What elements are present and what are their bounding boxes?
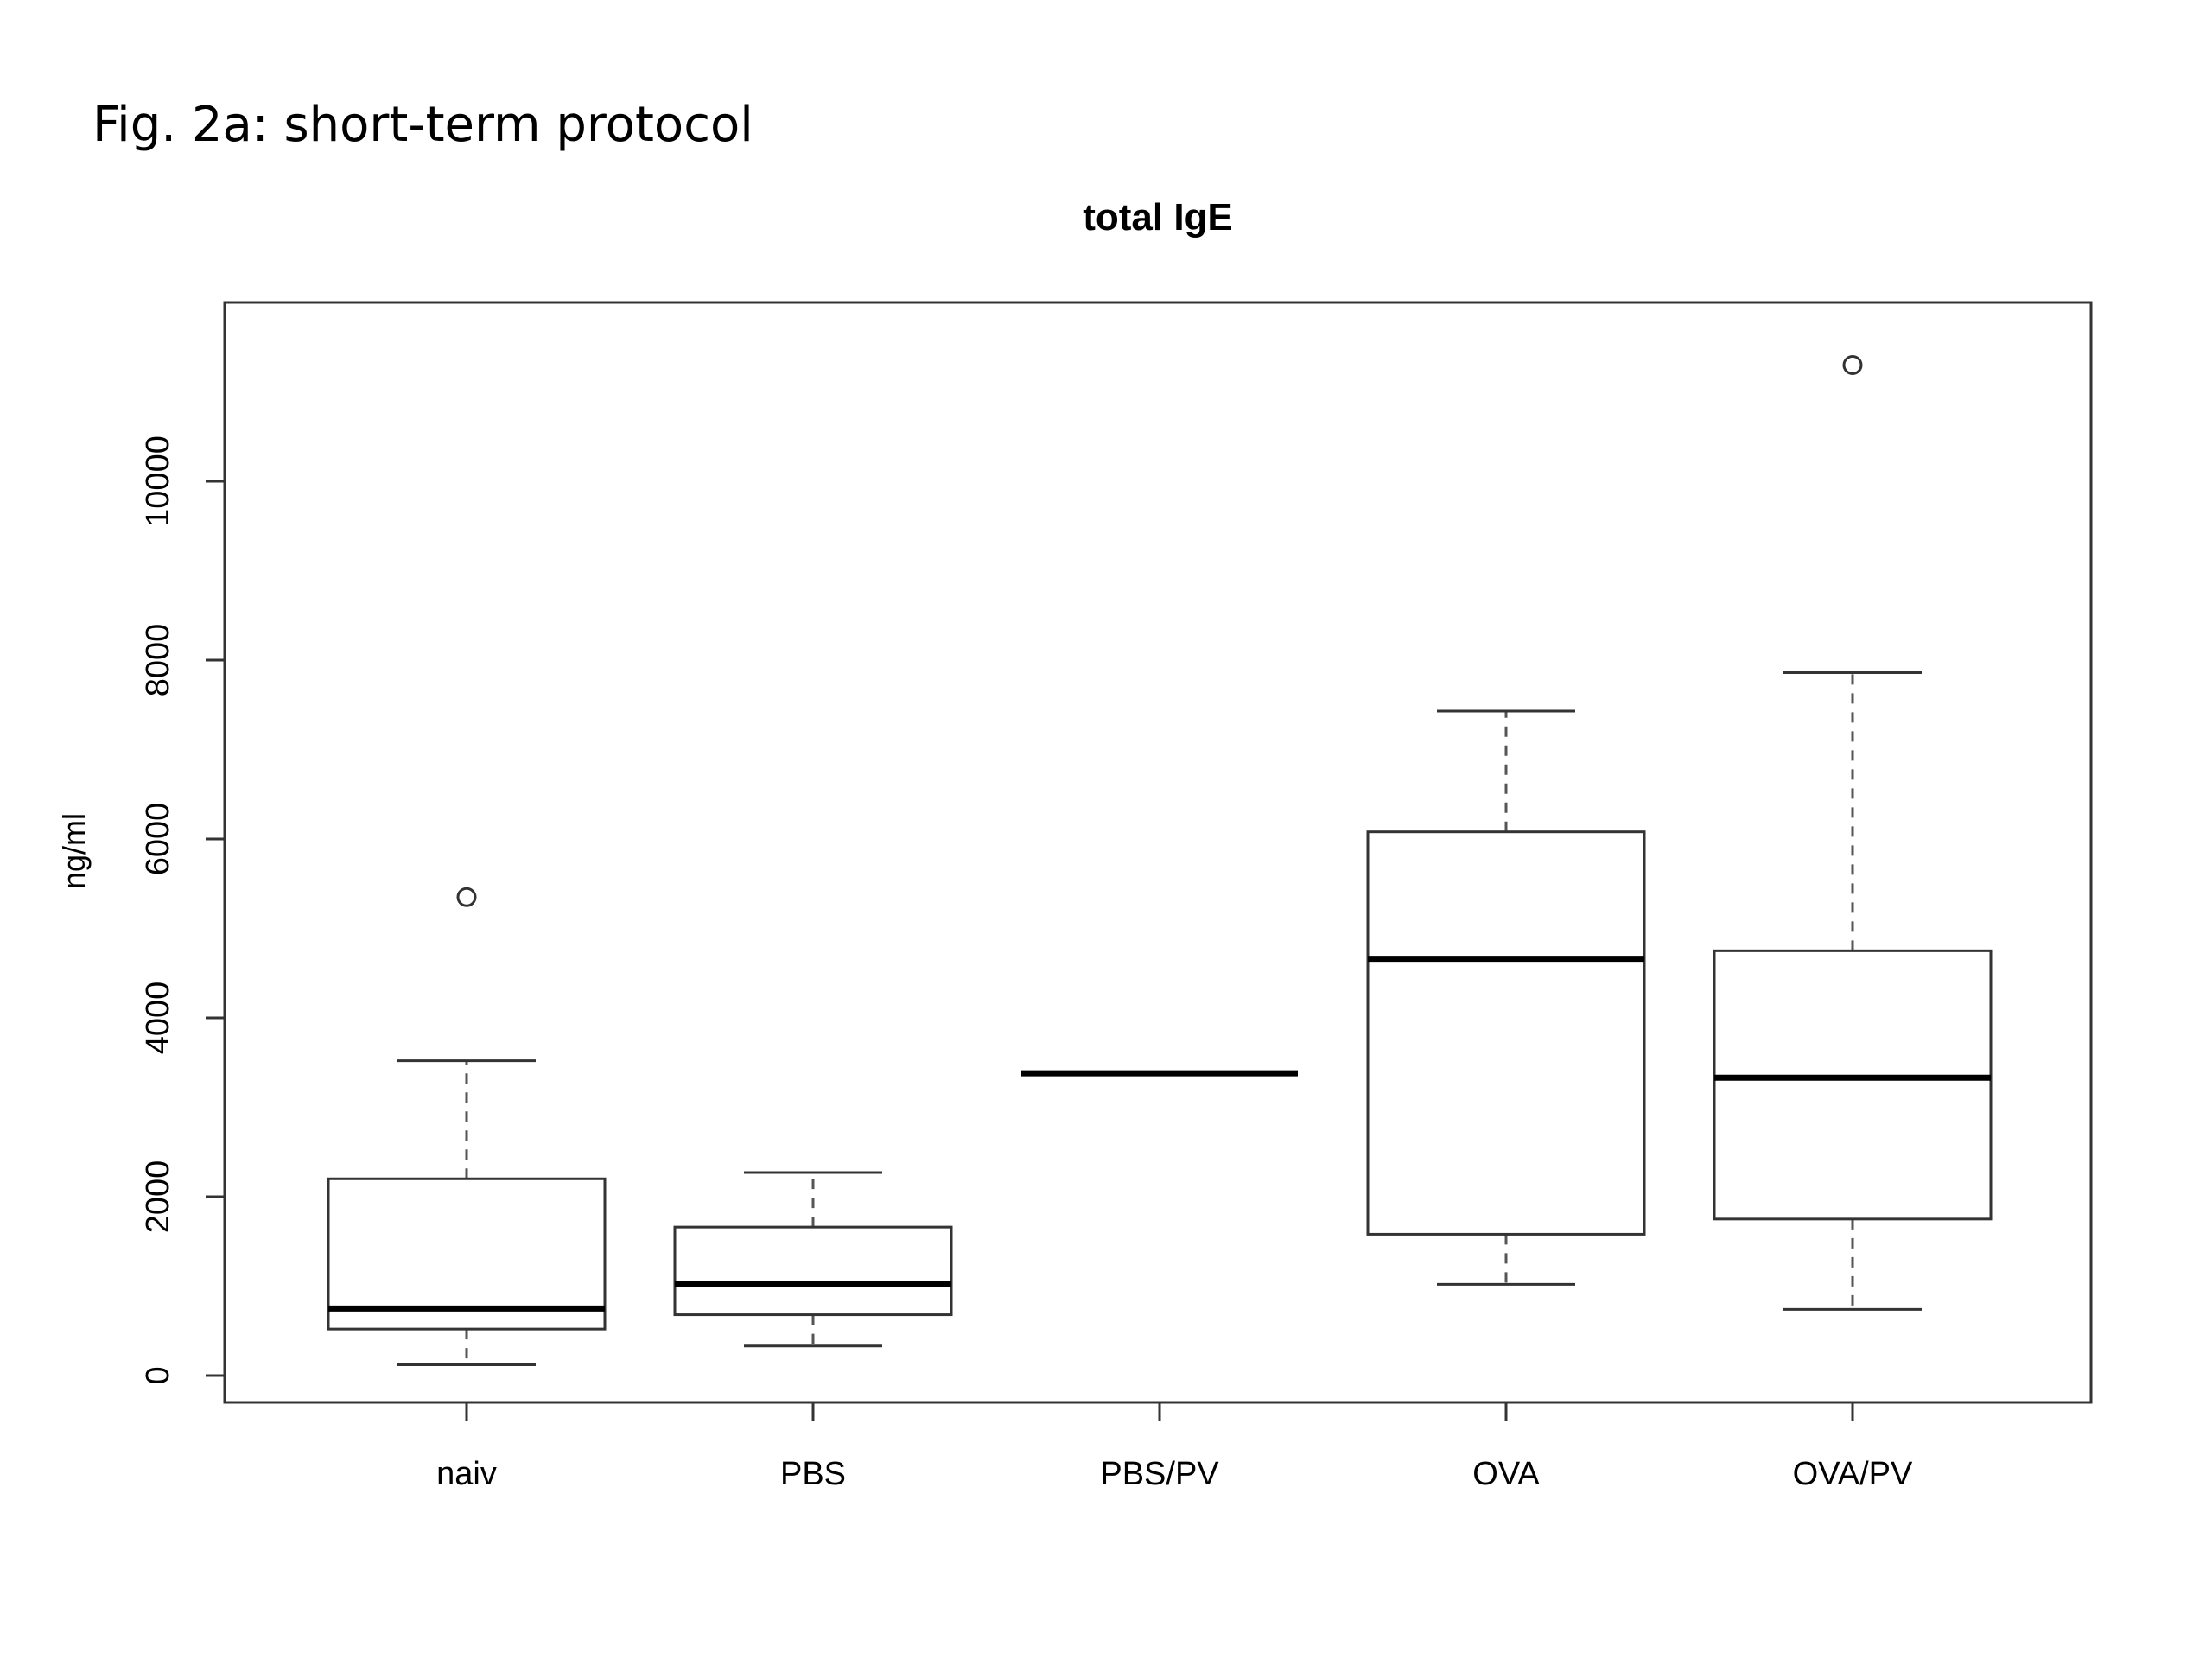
y-tick-label: 6000 [140,803,176,876]
x-axis: naiv PBS PBS/PV OVA OVA/PV [436,1402,1913,1492]
box-pbs [673,1171,953,1348]
box-rect [1366,830,1646,1236]
box-naiv [327,887,607,1367]
x-tick-label: naiv [436,1456,497,1492]
outlier-point [1842,354,1863,375]
chart-title: total IgE [1083,196,1233,238]
y-tick-label: 10000 [140,435,176,527]
y-axis: 0 2000 4000 6000 8000 10000 [140,435,226,1385]
x-tick-label: PBS [780,1456,846,1492]
box-ova-pv [1713,354,1993,1311]
boxes-layer [327,354,1993,1367]
box-ova [1366,709,1646,1286]
outlier-point [456,887,477,907]
y-tick-label: 2000 [140,1160,176,1234]
box-rect [673,1225,953,1317]
y-tick-label: 8000 [140,624,176,697]
figure-caption: Fig. 2a: short-term protocol [92,97,753,153]
x-tick-label: OVA/PV [1793,1456,1913,1492]
x-tick-label: PBS/PV [1100,1456,1219,1492]
x-tick-label: OVA [1472,1456,1540,1492]
box-rect [327,1177,607,1331]
y-tick-label: 4000 [140,982,176,1055]
y-tick-label: 0 [140,1366,176,1384]
box-rect [1713,949,1993,1221]
y-axis-label: ng/ml [56,813,92,889]
